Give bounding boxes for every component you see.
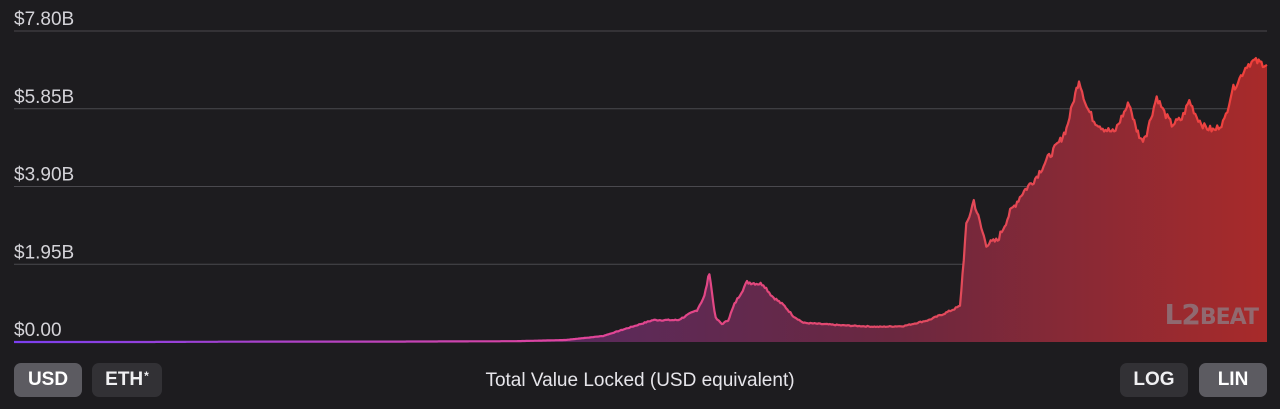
log-scale-button[interactable]: LOG: [1120, 363, 1188, 397]
log-scale-label: LOG: [1133, 369, 1175, 390]
tvl-chart-svg: $7.80B $5.85B $3.90B $1.95B $0.00: [14, 9, 1268, 344]
y-tick-label: $0.00: [14, 320, 62, 341]
eth-toggle-label: ETH: [105, 369, 144, 390]
y-tick-label: $7.80B: [14, 9, 74, 30]
tvl-area-fill: [14, 58, 1267, 342]
chart-title: Total Value Locked (USD equivalent): [485, 370, 795, 391]
l2beat-logo: L2BEAT: [1164, 298, 1259, 331]
lin-scale-label: LIN: [1217, 369, 1249, 390]
usd-toggle-label: USD: [27, 369, 69, 390]
eth-toggle-button[interactable]: ETH *: [92, 363, 162, 397]
y-tick-label: $3.90B: [14, 165, 74, 186]
usd-toggle-button[interactable]: USD: [14, 363, 82, 397]
tvl-series-line: [14, 57, 1268, 344]
tvl-chart: $7.80B $5.85B $3.90B $1.95B $0.00 L2BEAT: [14, 9, 1268, 344]
y-tick-label: $5.85B: [14, 87, 74, 108]
chart-controls: USD ETH * Total Value Locked (USD equival…: [0, 350, 1280, 409]
y-tick-label: $1.95B: [14, 242, 74, 263]
eth-footnote-marker: *: [144, 369, 149, 383]
lin-scale-button[interactable]: LIN: [1199, 363, 1267, 397]
